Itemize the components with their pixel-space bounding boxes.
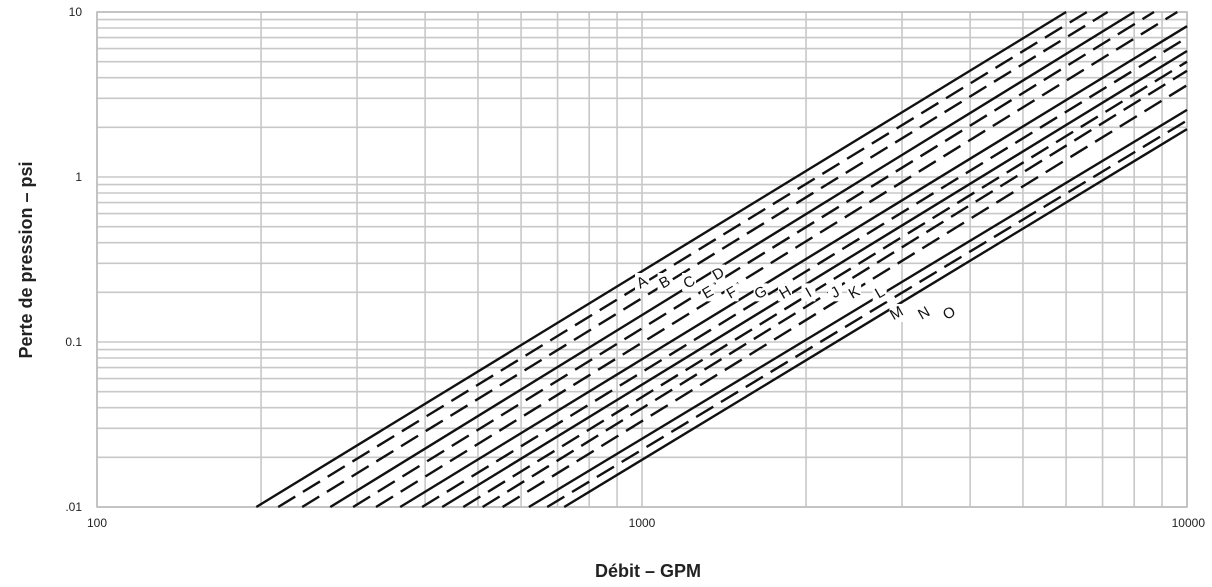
curve-d [329,10,1135,509]
curve-j [462,60,1188,509]
curve-label-bg-d [711,264,726,283]
curve-e [352,10,1155,509]
y-axis-title: Perte de pression – psi [16,161,36,358]
curve-b [277,10,1088,509]
curve-label-bg-g [753,283,768,302]
curve-label-bg-j [827,283,842,302]
curve-label-bg-f [724,283,739,302]
curve-label-bg-m [889,303,904,322]
curve-l [501,84,1188,509]
curve-a [255,10,1067,509]
curve-f [375,10,1178,509]
curve-labels: A B C DE F G H I J K LM N O [634,264,959,324]
curve-label-bg-i [801,283,816,302]
curve-label-bg-o [942,303,957,322]
y-tick-label: .01 [65,500,82,514]
curve-o [563,128,1188,509]
curve-label-bg-b [657,273,672,292]
x-axis-title: Débit – GPM [595,561,701,581]
y-tick-label: 0.1 [65,335,82,349]
curve-label-bg-k [847,283,862,302]
curve-n [546,119,1188,509]
curve-label-bg-l [872,283,887,302]
curve-lines [255,10,1188,509]
curve-m [528,108,1188,509]
curve-label-bg-c [682,273,697,292]
y-tick-label: 1 [75,170,82,184]
curve-label-bg-e [700,283,715,302]
x-axis-tick-labels: 100 1000 10000 [87,516,1205,530]
plot-frame [96,11,1188,508]
y-tick-label: 10 [69,5,83,19]
x-tick-label: 100 [87,516,107,530]
x-tick-label: 1000 [629,516,656,530]
major-gridlines [96,11,1188,508]
x-tick-label: 10000 [1172,516,1206,530]
curve-label-bg-n [916,303,931,322]
curve-g [399,25,1188,509]
curve-label-bg-a [635,273,649,292]
curve-label-bg-h [778,283,793,302]
curve-h [421,36,1188,509]
curve-i [441,49,1188,509]
curve-c [301,10,1109,509]
y-axis-tick-labels: .01 0.1 1 10 [65,5,82,514]
